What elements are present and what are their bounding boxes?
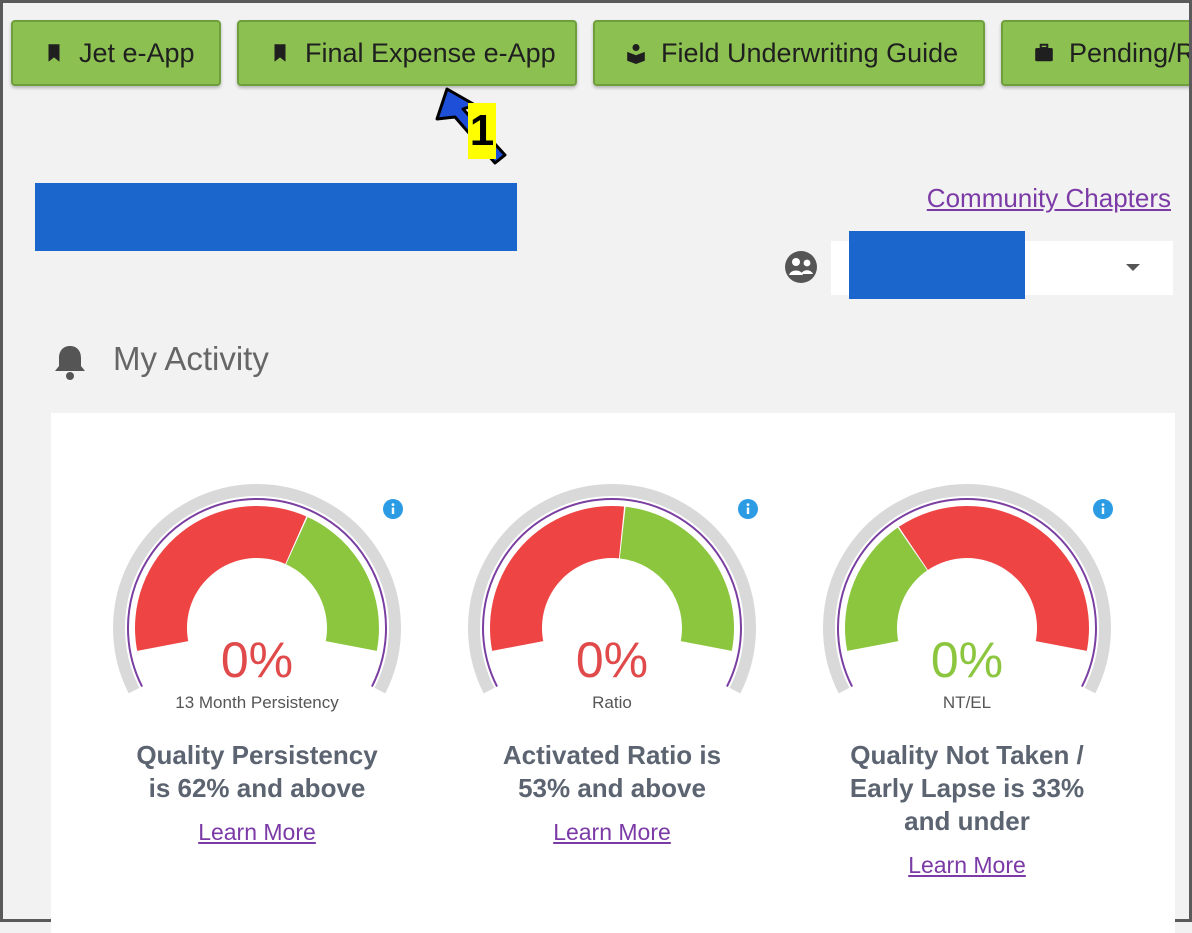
gauge-low-segment [490,506,625,651]
redacted-name-block [35,183,517,251]
description-line: Quality Not Taken / [850,740,1084,770]
bookmark-icon [48,44,60,62]
jet-e-app-label: Jet e-App [79,37,195,68]
activated-ratio-gauge-card: 0% Ratio Activated Ratio is 53% and abov… [442,413,782,933]
community-chapters-link[interactable]: Community Chapters [926,183,1171,213]
gauge-segment-divider [284,515,309,566]
gauge-description: Quality Not Taken / Early Lapse is 33% a… [797,739,1137,838]
description-line: Early Lapse is 33% [849,773,1085,803]
gauge-high-segment [285,516,379,651]
description-line: Quality Persistency [136,740,378,770]
persistency-gauge-card: 0% 13 Month Persistency Quality Persiste… [87,413,427,933]
gauge-high-segment [898,506,1089,651]
field-underwriting-guide-button[interactable]: Field Underwriting Guide [593,20,985,86]
gauge-description: Quality Persistency is 62% and above [87,739,427,805]
gauge-percent: 0% [575,632,649,688]
gauge-segment-divider [618,505,626,560]
info-icon[interactable] [383,499,403,519]
gauge-dial [823,484,1111,694]
book-reader-icon [627,43,645,64]
gauge-low-segment [135,506,307,651]
not-taken-gauge-card: 0% NT/EL Quality Not Taken / Early Lapse… [797,413,1137,933]
gauge-metric-label: NT/EL [942,693,992,712]
gauge-outer-ring [113,484,401,694]
step-number-badge: 1 [468,103,496,159]
learn-more-link[interactable]: Learn More [908,852,1026,878]
gauge-dial [468,484,756,694]
description-line: is 62% and above [148,773,366,803]
gauge-segment-divider [897,525,929,572]
gauge-description: Activated Ratio is 53% and above [442,739,782,805]
bell-icon [55,346,85,380]
final-expense-e-app-label: Final Expense e-App [305,37,556,68]
gauge-high-segment [619,506,734,651]
pending-button[interactable]: Pending/R [1001,20,1189,86]
jet-e-app-button[interactable]: Jet e-App [11,20,221,86]
description-line: 53% and above [518,773,706,803]
chevron-down-icon[interactable] [1123,261,1143,273]
briefcase-icon [1035,43,1053,62]
pending-label: Pending/R [1069,37,1189,68]
final-expense-e-app-button[interactable]: Final Expense e-App [237,20,577,86]
gauge-accent-ring [127,498,387,688]
activity-panel: 0% 13 Month Persistency Quality Persiste… [51,413,1175,933]
info-icon[interactable] [1093,499,1113,519]
gauge-accent-ring [837,498,1097,688]
redacted-select-value [849,231,1025,299]
gauge-outer-ring [823,484,1111,694]
gauge-metric-label: Ratio [592,693,632,712]
gauge-metric-label: 13 Month Persistency [175,693,339,712]
description-line: Activated Ratio is [502,740,722,770]
gauge-percent: 0% [930,632,1004,688]
bookmark-icon [274,44,286,62]
toolbar: Jet e-App Final Expense e-App Field Unde… [3,3,1189,93]
learn-more-link[interactable]: Learn More [198,819,316,845]
field-underwriting-guide-label: Field Underwriting Guide [661,37,959,68]
gauge-low-segment [845,527,928,651]
gauge-percent: 0% [220,632,294,688]
my-activity-title: My Activity [113,340,269,377]
learn-more-link[interactable]: Learn More [553,819,671,845]
description-line: and under [904,806,1030,836]
info-icon[interactable] [738,499,758,519]
users-circle-icon [785,251,817,283]
gauge-accent-ring [482,498,742,688]
gauge-outer-ring [468,484,756,694]
gauge-dial [113,484,401,694]
